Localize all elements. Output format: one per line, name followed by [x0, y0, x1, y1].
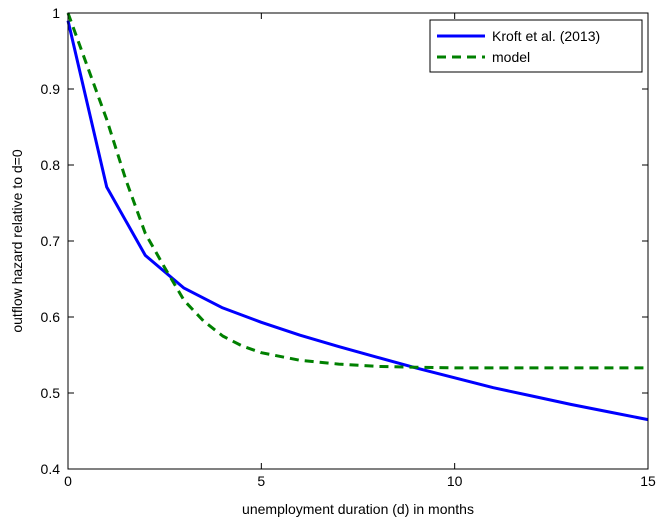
y-tick-label: 0.5 [41, 385, 61, 401]
legend-box [429, 19, 643, 73]
y-tick-label: 0.7 [41, 233, 61, 249]
y-tick-label: 0.8 [41, 157, 61, 173]
y-axis-label: outflow hazard relative to d=0 [9, 149, 25, 332]
x-tick-label: 15 [640, 473, 656, 489]
axes-layer: 0 5 10 15 0.4 0.5 0.6 0.7 0.8 0.9 1 [41, 5, 656, 489]
legend: Kroft et al. (2013) model [429, 19, 643, 73]
legend-label: Kroft et al. (2013) [492, 28, 600, 44]
legend-label: model [492, 49, 530, 65]
y-tick-label: 1 [52, 5, 60, 21]
x-tick-label: 5 [257, 473, 265, 489]
series-line-1 [66, 20, 649, 422]
x-tick-label: 10 [447, 473, 463, 489]
y-tick-label: 0.4 [41, 461, 61, 477]
series-layer [66, 12, 649, 422]
series-line-2 [66, 12, 648, 370]
y-tick-label: 0.9 [41, 81, 61, 97]
y-tick-label: 0.6 [41, 309, 61, 325]
x-axis-label: unemployment duration (d) in months [242, 501, 474, 517]
x-tick-label: 0 [64, 473, 72, 489]
